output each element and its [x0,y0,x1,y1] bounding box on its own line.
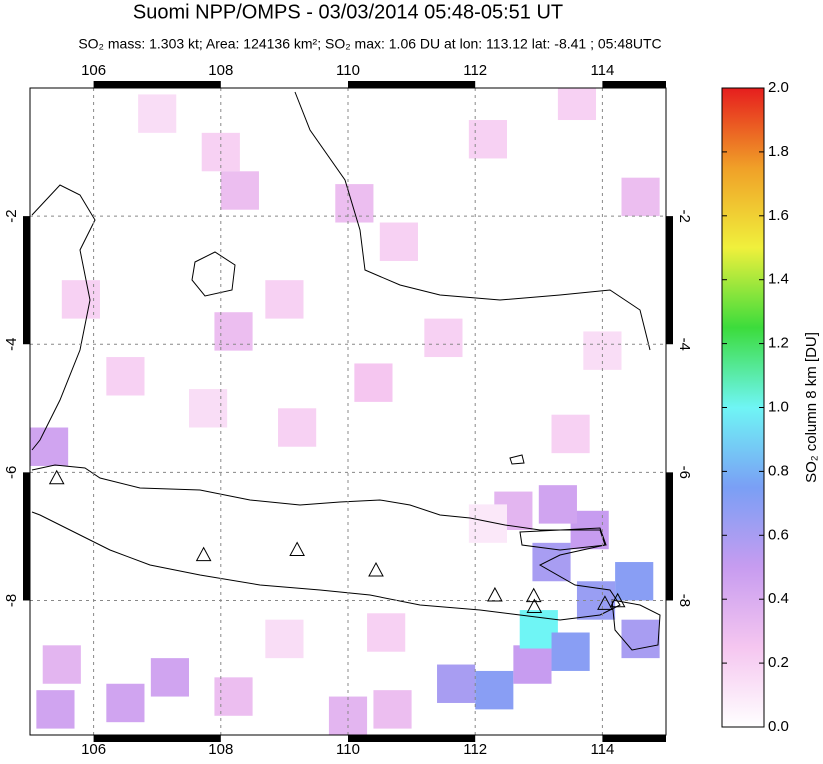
volcano [195,546,212,562]
so2-cell [373,690,412,729]
coastlines [31,91,661,651]
colorbar-tick-label: 0.0 [768,718,789,735]
y-tick-label: -4 [3,338,20,351]
coastline [509,454,525,465]
so2-cell [379,222,418,261]
frame-segment [348,735,476,742]
y-tick-label: -4 [676,338,693,351]
x-tick-label: 106 [81,62,106,79]
so2-cell [513,645,552,684]
volcano [597,595,613,610]
so2-cell [150,658,189,697]
volcano [368,561,384,577]
volcano [609,592,626,608]
so2-cell [615,562,654,601]
y-tick-label: -8 [676,594,693,607]
so2-cell [189,389,228,428]
x-tick-label: 106 [81,741,106,758]
x-tick-label: 110 [336,741,360,758]
so2-cell [621,177,660,217]
colorbar-tick-label: 1.4 [768,271,789,288]
so2-cell [138,94,177,133]
so2-cell [328,696,368,735]
so2-cell [214,677,253,716]
so2-cell [468,504,507,543]
x-tick-label: 114 [590,741,614,758]
x-tick-label: 114 [590,62,614,79]
coastline [611,599,661,651]
colorbar-tick-label: 1.6 [768,207,789,224]
colorbar-tick-label: 0.6 [768,526,789,543]
colorbar-tick-label: 1.8 [768,143,789,160]
colorbar-tick-label: 0.4 [768,590,789,607]
x-tick-label: 110 [336,62,360,79]
so2-cell [265,619,304,659]
coastline [519,527,607,551]
so2-cell [437,664,476,703]
y-tick-label: -8 [3,594,20,607]
title: Suomi NPP/OMPS - 03/03/2014 05:48-05:51 … [133,1,563,23]
so2-cell [214,312,253,351]
y-tick-label: -2 [676,209,693,222]
coastline [191,251,236,297]
so2-cell [106,357,145,396]
volcano [487,586,503,602]
so2-cell [621,619,660,659]
so2-cell [220,171,259,210]
so2-cell [367,613,406,652]
colorbar-tick-label: 0.2 [768,654,789,671]
frame-segment [348,81,476,88]
frame-segment [602,81,666,88]
colorbar-tick-label: 1.2 [768,335,789,352]
so2-cell [468,120,507,159]
so2-cell [278,408,317,447]
coastline [31,184,96,451]
colorbar-label: SO₂ column 8 km [DU] [803,332,820,483]
so2-cell [557,88,597,121]
so2-cell [583,331,622,370]
frame-segment [93,81,221,88]
so2-cell [354,363,393,402]
so2-cell [265,280,304,319]
frame-segment [93,735,221,742]
so2-cell [61,280,100,319]
so2-cell [475,670,514,710]
frame-segment [23,472,30,601]
so2-cell [551,632,590,671]
so2-cell [42,645,81,684]
volcano [289,541,305,557]
colorbar-tick-label: 1.0 [768,398,789,415]
so2-cell [30,427,69,466]
colorbar [721,87,765,728]
colorbar-tick-label: 2.0 [768,79,789,96]
y-tick-label: -2 [3,209,20,222]
coastline [294,91,651,351]
so2-cell [36,690,75,729]
volcano [526,598,543,614]
frame-segment [23,216,30,345]
so2-cell [424,318,463,358]
frame-segment [602,735,666,742]
x-tick-label: 108 [208,62,233,79]
so2-cell [538,485,577,524]
so2-cell [519,610,558,649]
frame-segment [666,472,673,601]
so2-cell [576,581,616,620]
y-tick-label: -6 [676,466,693,479]
frame-segment [666,216,673,345]
x-tick-label: 112 [463,741,487,758]
x-tick-label: 108 [208,741,233,758]
x-tick-label: 112 [463,62,487,79]
so2-cell [551,414,590,454]
y-tick-label: -6 [3,466,20,479]
subtitle: SO₂ mass: 1.303 kt; Area: 124136 km²; SO… [78,36,661,52]
colorbar-tick-label: 0.8 [768,462,789,479]
coastline [31,464,621,621]
so2-cell [106,683,145,723]
so2-cell [335,184,374,223]
volcano [48,469,65,485]
